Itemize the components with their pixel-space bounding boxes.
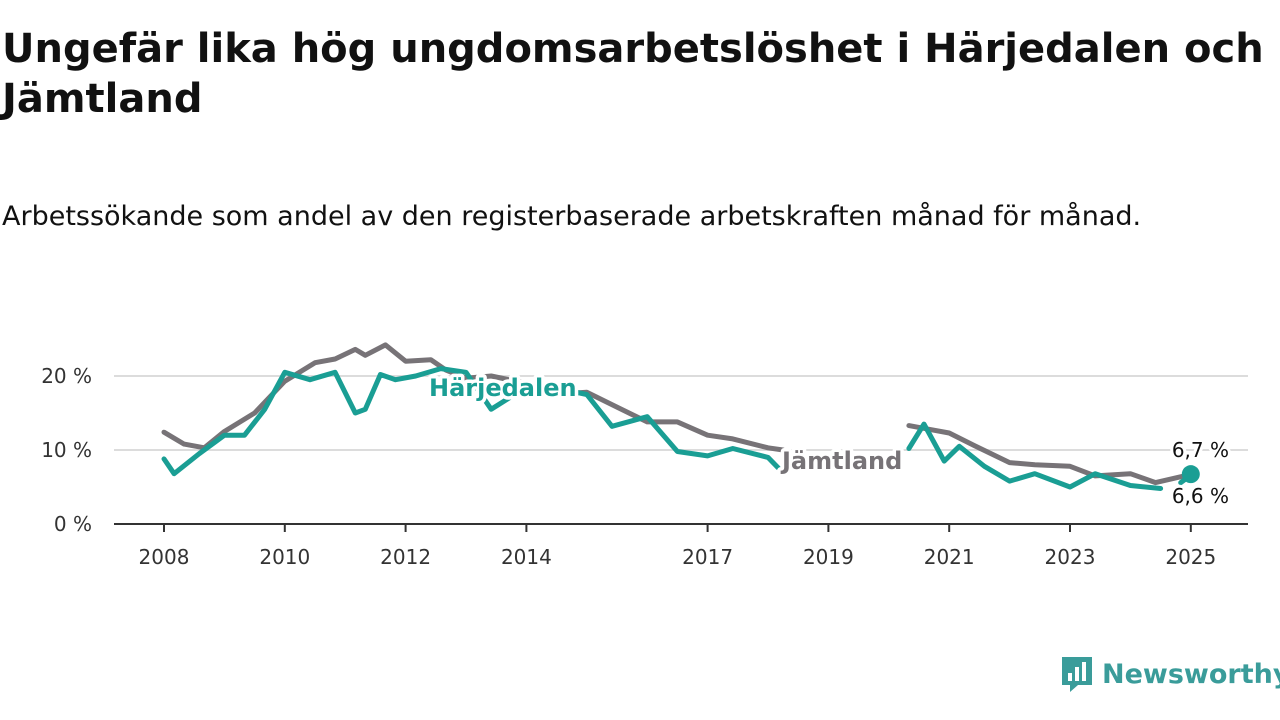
chart-title: Ungefär lika hög ungdomsarbetslöshet i H… <box>2 26 1264 122</box>
series-label-harjedalen: Härjedalen <box>429 374 577 402</box>
chart-subtitle: Arbetssökande som andel av den registerb… <box>2 201 1142 232</box>
x-axis-ticks: 2008 2010 2012 2014 2017 2019 2021 2023 2025 <box>139 524 1216 569</box>
x-tick-label: 2010 <box>259 545 310 569</box>
end-label-harjedalen-halo: 6,6 % <box>1172 484 1229 508</box>
series-line-j-mtland <box>906 423 1194 486</box>
x-tick-label: 2017 <box>682 545 733 569</box>
series-line-j-mtland <box>161 342 786 453</box>
y-axis-ticks: 0 % 10 % 20 % <box>41 364 92 536</box>
newsworthy-logo-icon <box>1062 657 1092 692</box>
end-label-jamtland: 6,7 % <box>1172 438 1229 462</box>
end-label-harjedalen: 6,6 % <box>1172 484 1229 508</box>
y-tick-label: 10 % <box>41 438 92 462</box>
x-tick-label: 2008 <box>139 545 190 569</box>
y-tick-label: 20 % <box>41 364 92 388</box>
series-label-harjedalen-halo: Härjedalen <box>429 374 577 402</box>
x-tick-label: 2025 <box>1165 545 1216 569</box>
series-label-jamtland-halo: Jämtland <box>780 447 902 475</box>
brand-logo: Newsworthy <box>1060 654 1280 694</box>
series-label-jamtland: Jämtland <box>780 447 902 475</box>
series-line-h-rjedalen <box>161 366 781 477</box>
x-tick-label: 2021 <box>924 545 975 569</box>
x-tick-label: 2014 <box>501 545 552 569</box>
end-point-marker <box>1181 465 1200 484</box>
x-tick-label: 2019 <box>803 545 854 569</box>
x-tick-label: 2012 <box>380 545 431 569</box>
end-label-jamtland-halo: 6,7 % <box>1172 438 1229 462</box>
line-chart: 0 % 10 % 20 % 2008 2010 2012 2014 2017 2019 2021… <box>41 342 1248 569</box>
x-tick-label: 2023 <box>1045 545 1096 569</box>
y-tick-label: 0 % <box>54 512 92 536</box>
series-lines <box>161 342 1200 491</box>
gridlines <box>114 375 1248 451</box>
series-line-h-rjedalen <box>906 421 1164 491</box>
brand-name: Newsworthy <box>1102 658 1280 690</box>
